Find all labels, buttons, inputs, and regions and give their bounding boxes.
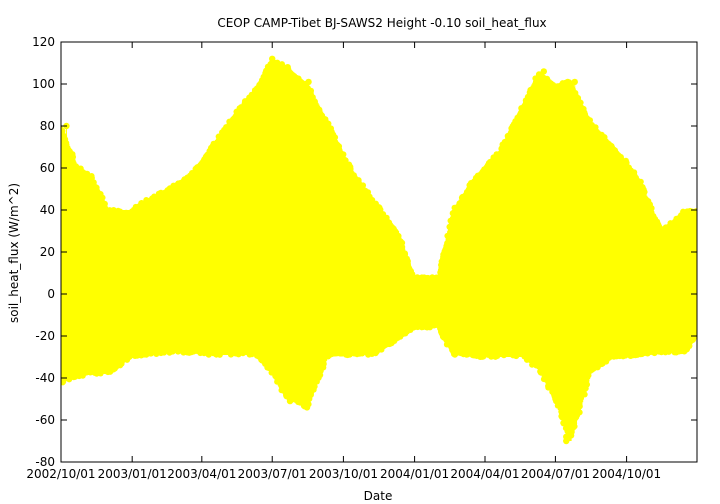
data-point <box>577 409 583 415</box>
data-point <box>582 391 588 397</box>
chart-title: CEOP CAMP-Tibet BJ-SAWS2 Height -0.10 so… <box>217 16 546 30</box>
x-axis-label: Date <box>364 489 393 503</box>
y-axis-label: soil_heat_flux (W/m^2) <box>7 183 21 323</box>
data-layer <box>57 56 700 445</box>
series-yellow <box>57 56 700 445</box>
